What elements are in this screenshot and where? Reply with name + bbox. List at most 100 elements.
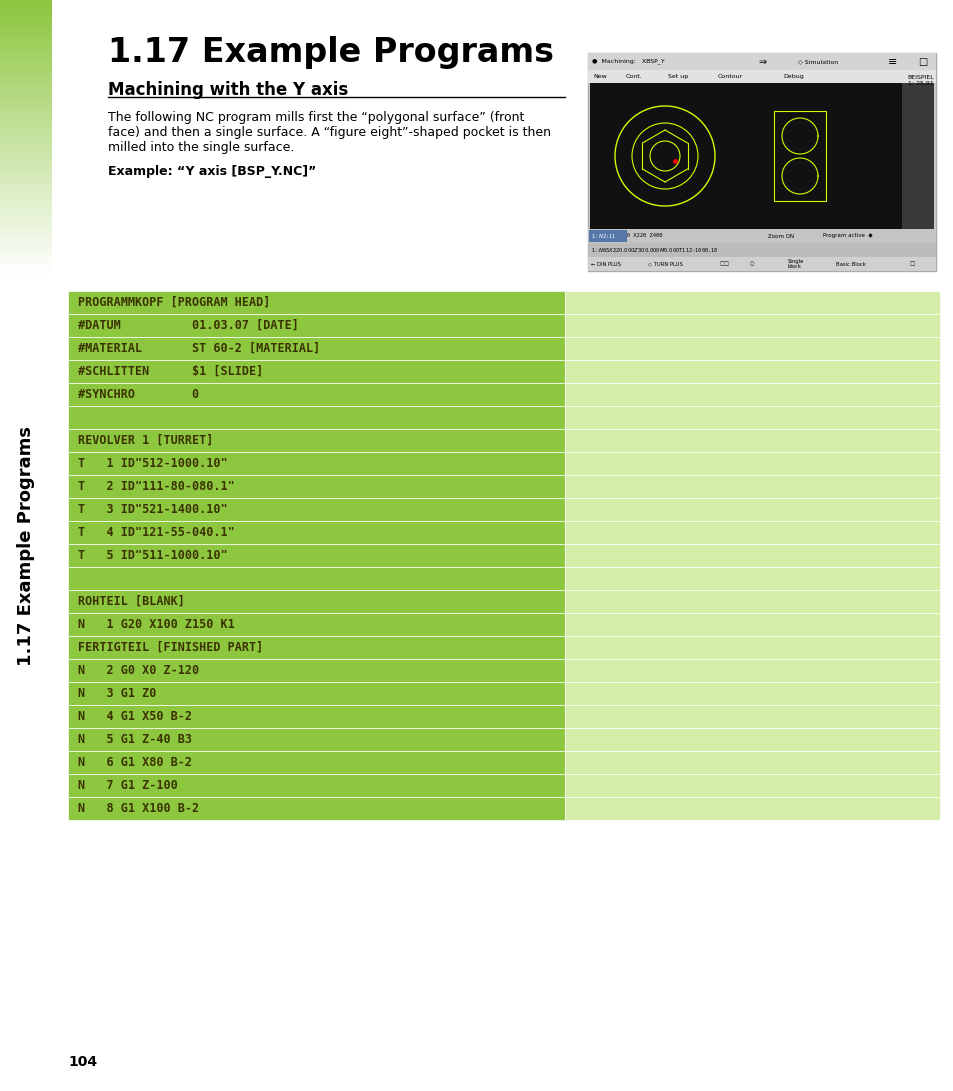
Text: N   3 G1 Z0: N 3 G1 Z0 [78, 687, 156, 700]
Bar [68, 291, 564, 314]
Bar [68, 360, 564, 383]
Text: Debug: Debug [782, 74, 803, 79]
Bar [564, 544, 939, 567]
Bar [564, 682, 939, 705]
Text: Single
block: Single block [787, 259, 803, 269]
Bar [68, 659, 564, 682]
Bar [587, 53, 935, 70]
Text: #SYNCHRO        0: #SYNCHRO 0 [78, 388, 199, 401]
Text: T   4 ID"121-55-040.1": T 4 ID"121-55-040.1" [78, 526, 234, 539]
Bar [901, 83, 933, 229]
Text: N   7 G1 Z-100: N 7 G1 Z-100 [78, 779, 177, 792]
Text: Example: “Y axis [BSP_Y.NC]”: Example: “Y axis [BSP_Y.NC]” [108, 165, 315, 178]
Text: T   5 ID"511-1000.10": T 5 ID"511-1000.10" [78, 549, 228, 562]
Text: ← DIN PLUS: ← DIN PLUS [590, 262, 620, 266]
Text: FERTIGTEIL [FINISHED PART]: FERTIGTEIL [FINISHED PART] [78, 642, 263, 654]
Bar [564, 636, 939, 659]
Text: ◇ TURN PLUS: ◇ TURN PLUS [647, 262, 682, 266]
Bar [68, 728, 564, 751]
Bar [564, 291, 939, 314]
Text: ⇒: ⇒ [758, 57, 765, 67]
Bar [564, 314, 939, 337]
Bar [564, 337, 939, 360]
Text: New: New [593, 74, 606, 79]
Bar [68, 705, 564, 728]
Bar [587, 70, 935, 83]
Text: ○: ○ [749, 262, 754, 266]
Bar [68, 682, 564, 705]
Text: □□: □□ [720, 262, 729, 266]
Bar [564, 406, 939, 429]
Bar [68, 567, 564, 590]
Text: 1.17 Example Programs: 1.17 Example Programs [17, 425, 35, 666]
Text: The following NC program mills first the “polygonal surface” (front: The following NC program mills first the… [108, 111, 524, 124]
Bar [68, 452, 564, 475]
Bar [589, 83, 901, 229]
Bar [564, 497, 939, 521]
Bar [68, 798, 564, 820]
Text: ≡: ≡ [887, 57, 897, 67]
Bar [564, 383, 939, 406]
Bar [564, 659, 939, 682]
Text: 104: 104 [68, 1055, 97, 1069]
Bar [68, 406, 564, 429]
Bar [564, 751, 939, 774]
Bar [564, 613, 939, 636]
Bar [68, 590, 564, 613]
Bar [564, 728, 939, 751]
Text: #SCHLITTEN      $1 [SLIDE]: #SCHLITTEN $1 [SLIDE] [78, 365, 263, 377]
Text: N   5 G1 Z-40 B3: N 5 G1 Z-40 B3 [78, 733, 192, 746]
Text: 1.17 Example Programs: 1.17 Example Programs [108, 36, 554, 69]
Bar [564, 429, 939, 452]
Bar [564, 360, 939, 383]
Bar [587, 229, 935, 243]
Bar [68, 544, 564, 567]
Bar [564, 567, 939, 590]
Text: $1: N  65 G0 X220 Z400: $1: N 65 G0 X220 Z400 [590, 233, 661, 239]
Text: PROGRAMMKOPF [PROGRAM HEAD]: PROGRAMMKOPF [PROGRAM HEAD] [78, 296, 270, 309]
Text: T   2 ID"111-80-080.1": T 2 ID"111-80-080.1" [78, 480, 234, 493]
Bar [564, 705, 939, 728]
Bar [68, 751, 564, 774]
Bar [68, 636, 564, 659]
Bar [68, 613, 564, 636]
Text: Cont.: Cont. [625, 74, 642, 79]
Text: N   4 G1 X50 B-2: N 4 G1 X50 B-2 [78, 710, 192, 723]
Text: N   1 G20 X100 Z150 K1: N 1 G20 X100 Z150 K1 [78, 618, 234, 631]
Text: ROHTEIL [BLANK]: ROHTEIL [BLANK] [78, 595, 185, 608]
Bar [564, 774, 939, 798]
Bar [68, 383, 564, 406]
Text: Program active  ◆: Program active ◆ [822, 233, 872, 239]
Bar [587, 257, 935, 271]
Bar [564, 475, 939, 497]
Bar [588, 230, 626, 242]
Text: N   2 G0 X0 Z-120: N 2 G0 X0 Z-120 [78, 664, 199, 678]
Bar [68, 475, 564, 497]
Text: Machining with the Y axis: Machining with the Y axis [108, 81, 348, 99]
Text: □: □ [917, 57, 926, 67]
Bar [587, 243, 935, 257]
Bar [564, 452, 939, 475]
Text: Contour: Contour [718, 74, 742, 79]
Text: BEISPIEL
1: 25.91: BEISPIEL 1: 25.91 [906, 75, 933, 86]
Text: REVOLVER 1 [TURRET]: REVOLVER 1 [TURRET] [78, 434, 213, 447]
Bar [68, 429, 564, 452]
Text: ●  Machining:   XBSP_Y: ● Machining: XBSP_Y [592, 59, 664, 64]
Bar [68, 337, 564, 360]
Text: #MATERIAL       ST 60-2 [MATERIAL]: #MATERIAL ST 60-2 [MATERIAL] [78, 341, 320, 355]
Text: #DATUM          01.03.07 [DATE]: #DATUM 01.03.07 [DATE] [78, 319, 298, 332]
Text: milled into the single surface.: milled into the single surface. [108, 141, 294, 154]
Text: N   8 G1 X100 B-2: N 8 G1 X100 B-2 [78, 802, 199, 815]
Bar [68, 314, 564, 337]
Text: Set up: Set up [667, 74, 687, 79]
Text: Basic Block: Basic Block [835, 262, 865, 266]
Text: Zoom ON: Zoom ON [767, 233, 793, 239]
Text: T   1 ID"512-1000.10": T 1 ID"512-1000.10" [78, 457, 228, 470]
Bar [564, 798, 939, 820]
Bar [68, 521, 564, 544]
Text: ◇ Simulation: ◇ Simulation [797, 59, 838, 64]
Bar [564, 521, 939, 544]
Bar [587, 53, 935, 271]
Bar [68, 497, 564, 521]
Text: N   6 G1 X80 B-2: N 6 G1 X80 B-2 [78, 756, 192, 769]
